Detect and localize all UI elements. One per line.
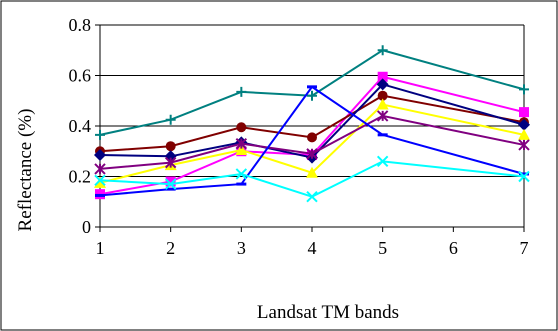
data-point [164,156,177,169]
x-tick-label: 4 [308,238,317,258]
series-8 [94,155,530,203]
data-point [518,118,530,131]
data-point [235,143,248,155]
data-point [235,168,248,180]
x-tick-labels: 1 2 3 4 5 6 7 [96,238,529,258]
series-group [94,45,530,203]
series-1 [95,45,529,140]
data-point [95,129,105,140]
data-point [306,190,318,203]
data-point [306,148,318,160]
series-line [99,94,525,153]
data-point [518,128,530,140]
x-tick-label: 7 [520,238,529,258]
series-line [99,83,525,159]
series-line [99,103,525,184]
series-7 [95,85,529,197]
data-point [376,78,389,91]
data-point [518,170,530,183]
data-point [165,114,176,125]
y-tick-label: 0.2 [69,167,92,187]
series-line [99,85,525,197]
data-point [376,155,389,168]
data-point [377,45,388,56]
y-tick-label: 0.4 [69,116,92,136]
data-point [165,141,176,152]
series-line [99,114,525,170]
data-point [377,90,388,101]
series-line [99,160,525,198]
series-5 [94,98,530,188]
data-point [376,110,389,122]
data-point [94,163,106,175]
x-tick-label: 2 [166,238,175,258]
data-point [236,86,247,97]
series-6 [94,110,530,175]
data-point [94,176,106,188]
data-point [165,176,176,187]
data-point [94,174,106,186]
data-point [377,71,388,82]
data-point [519,84,529,95]
x-axis-title: Landsat TM bands [257,302,399,323]
data-point [164,178,177,190]
data-point [376,98,389,110]
data-point [94,149,106,162]
data-point [519,107,529,118]
y-tick-label: 0.8 [69,15,92,35]
x-tick-label: 1 [96,238,105,258]
y-axis-title: Reflectance (%) [15,109,36,232]
data-point [307,90,317,101]
y-tick-labels: 0 0.2 0.4 0.6 0.8 [69,15,92,237]
data-point [306,166,318,178]
x-tick-label: 3 [237,238,246,258]
y-tick-label: 0.6 [69,66,92,86]
x-tick-label: 5 [378,238,387,258]
data-point [235,137,248,150]
series-line [99,49,525,136]
x-tick-label: 6 [449,238,458,258]
data-point [236,122,247,133]
y-tick-label: 0 [82,217,91,237]
data-point [518,139,530,151]
data-point [307,132,317,143]
